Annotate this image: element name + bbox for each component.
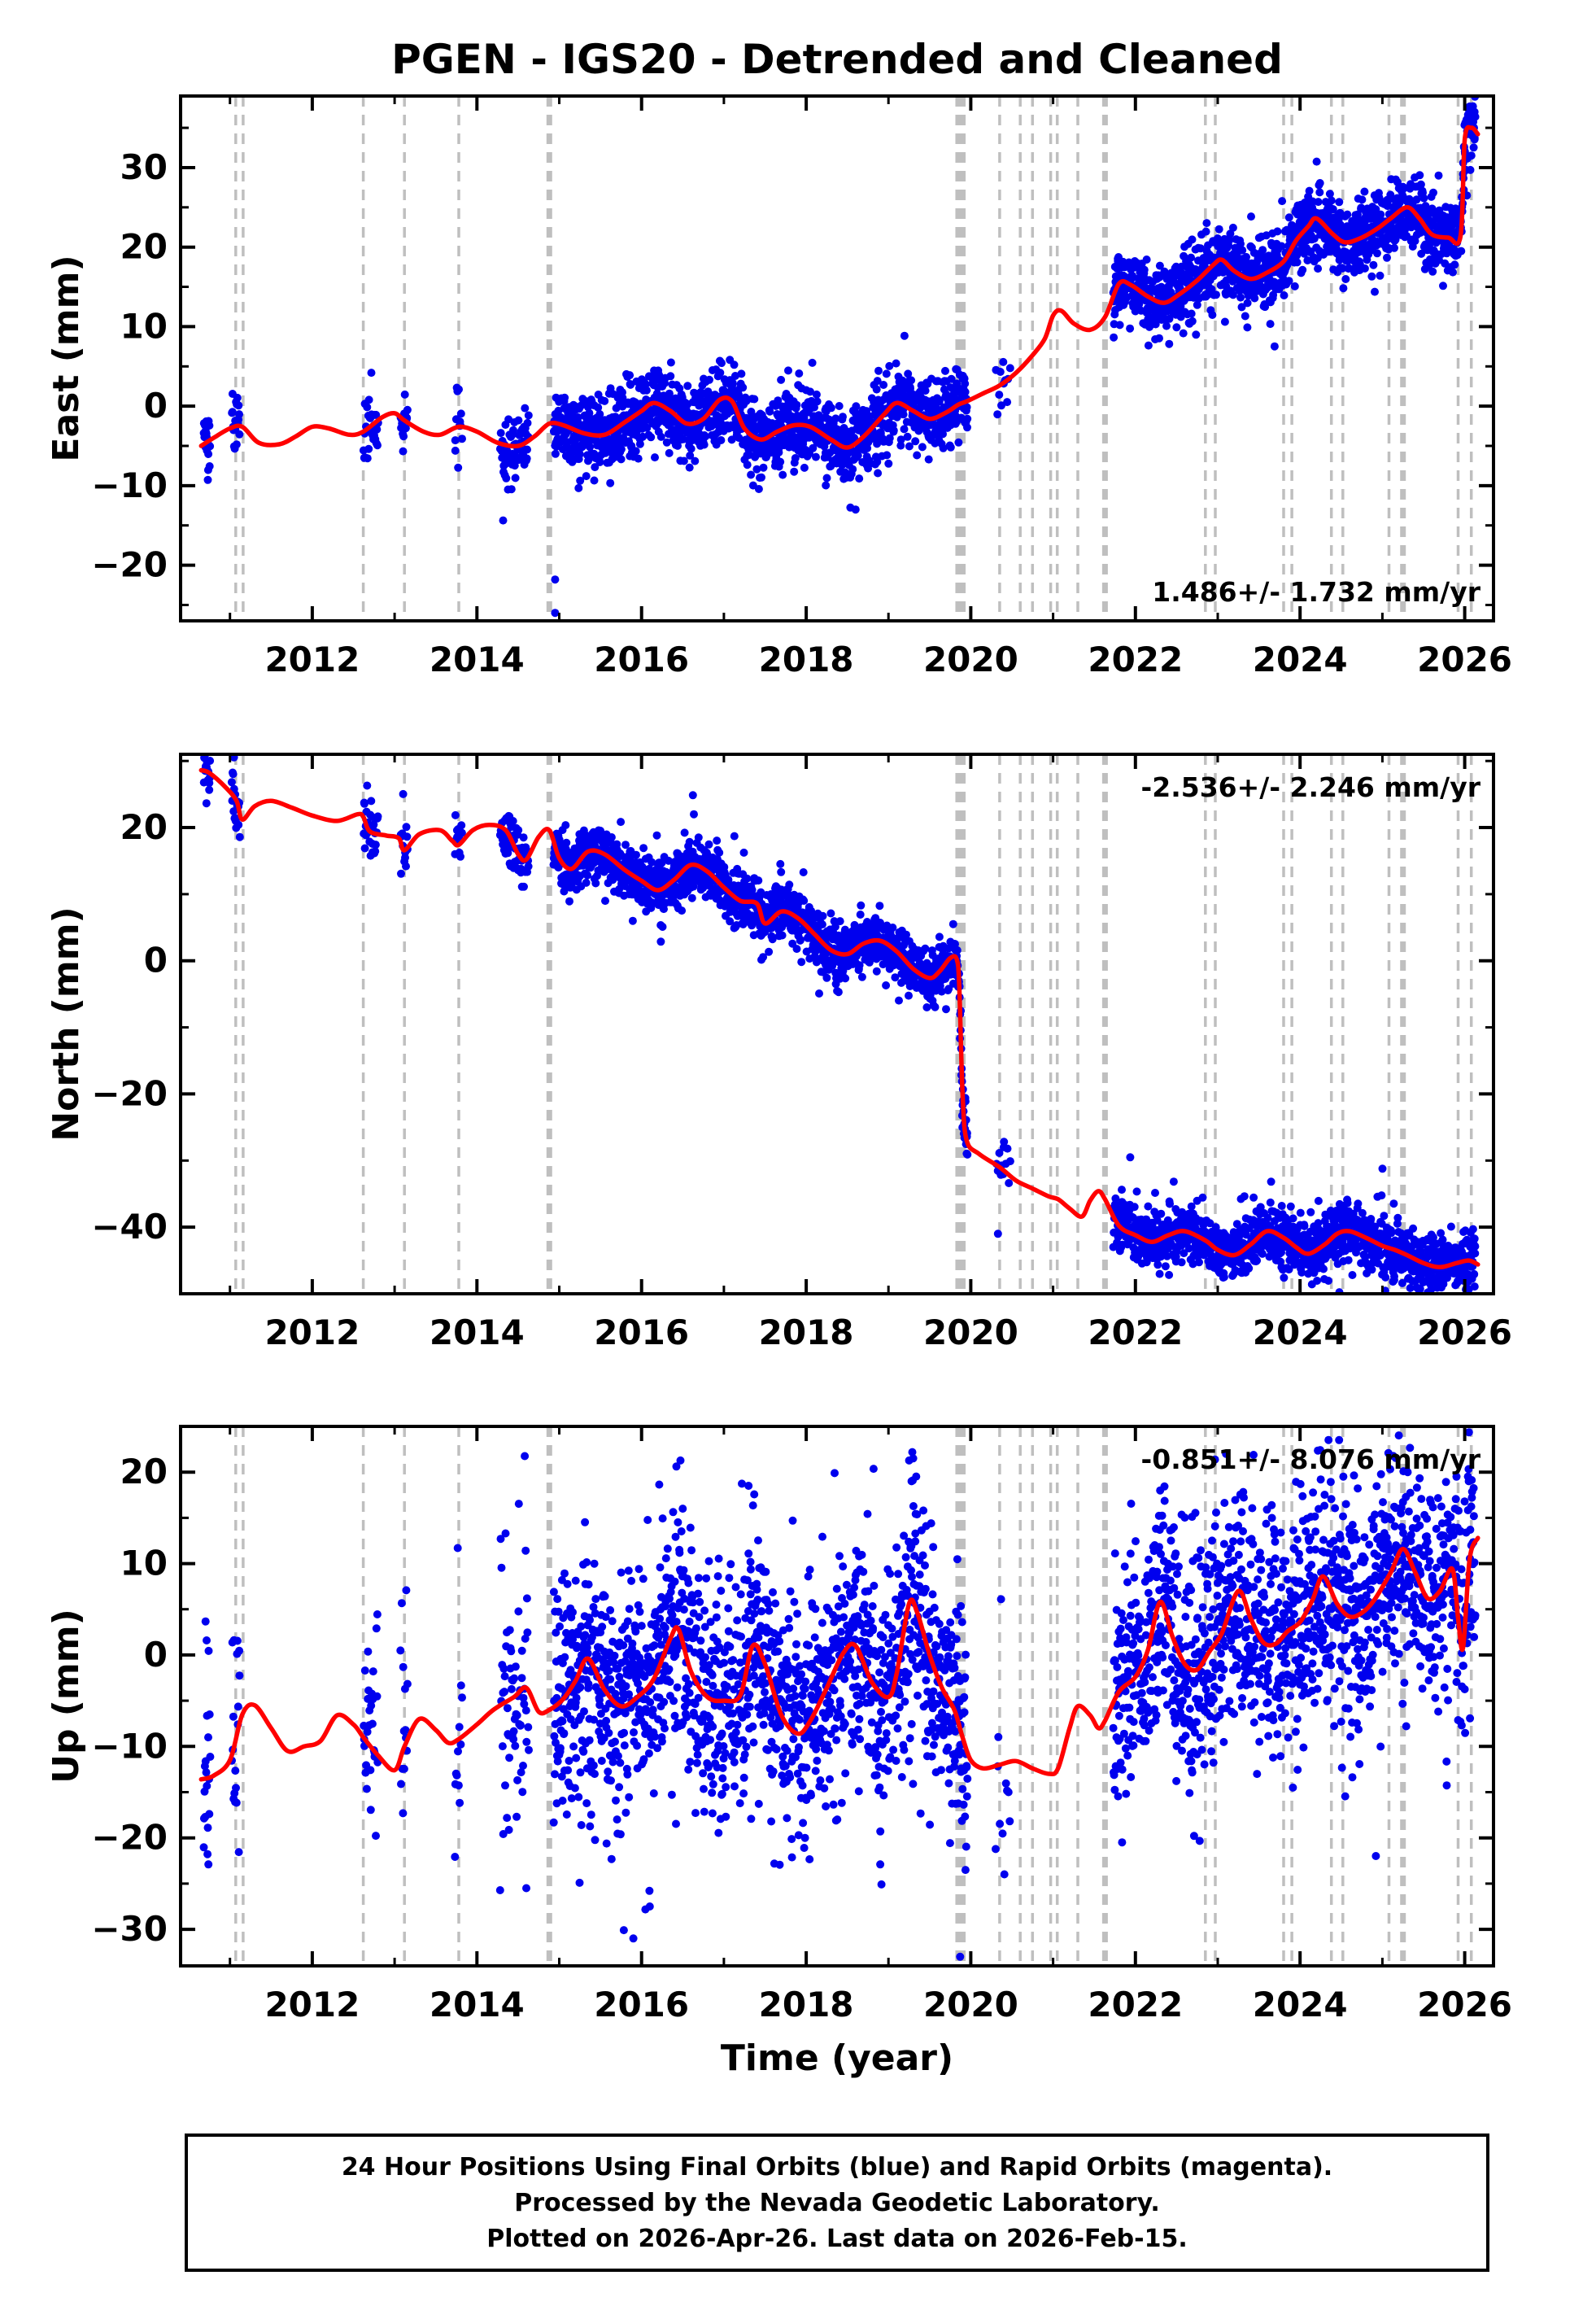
svg-text:20: 20	[120, 227, 168, 267]
svg-text:1.486+/- 1.732 mm/yr: 1.486+/- 1.732 mm/yr	[1152, 576, 1480, 608]
up-panel-chart: 2012 2014 2016 2018 2020 2022 2024 2026−30−20−1…	[46, 1425, 1512, 2079]
svg-text:2016: 2016	[594, 640, 689, 679]
svg-text:2014: 2014	[430, 640, 525, 679]
svg-text:30: 30	[120, 147, 168, 187]
svg-text:0: 0	[144, 386, 168, 426]
svg-text:2024: 2024	[1253, 640, 1348, 679]
svg-text:2012: 2012	[264, 640, 360, 679]
chart-title: PGEN - IGS20 - Detrended and Cleaned	[391, 36, 1283, 83]
svg-text:2020: 2020	[923, 640, 1018, 679]
caption-line-1: 24 Hour Positions Using Final Orbits (bl…	[341, 2153, 1333, 2182]
svg-text:−20: −20	[91, 545, 168, 585]
caption-box: 24 Hour Positions Using Final Orbits (bl…	[185, 2133, 1489, 2272]
caption-line-2: Processed by the Nevada Geodetic Laborat…	[514, 2189, 1160, 2217]
svg-text:East (mm): East (mm)	[46, 255, 87, 461]
svg-text:2022: 2022	[1088, 640, 1183, 679]
north-panel-chart: 2012 2014 2016 2018 2020 2022 2024 2026−40−2002…	[46, 753, 1512, 1352]
east-panel-chart: 2012 2014 2016 2018 2020 2022 2024 2026 −20 −10 0 1…	[46, 94, 1512, 679]
svg-text:2018: 2018	[759, 640, 854, 679]
svg-text:10: 10	[120, 306, 168, 346]
svg-text:−10: −10	[91, 465, 168, 505]
svg-text:2026: 2026	[1417, 640, 1512, 679]
caption-line-3: Plotted on 2026-Apr-26. Last data on 202…	[486, 2225, 1188, 2253]
